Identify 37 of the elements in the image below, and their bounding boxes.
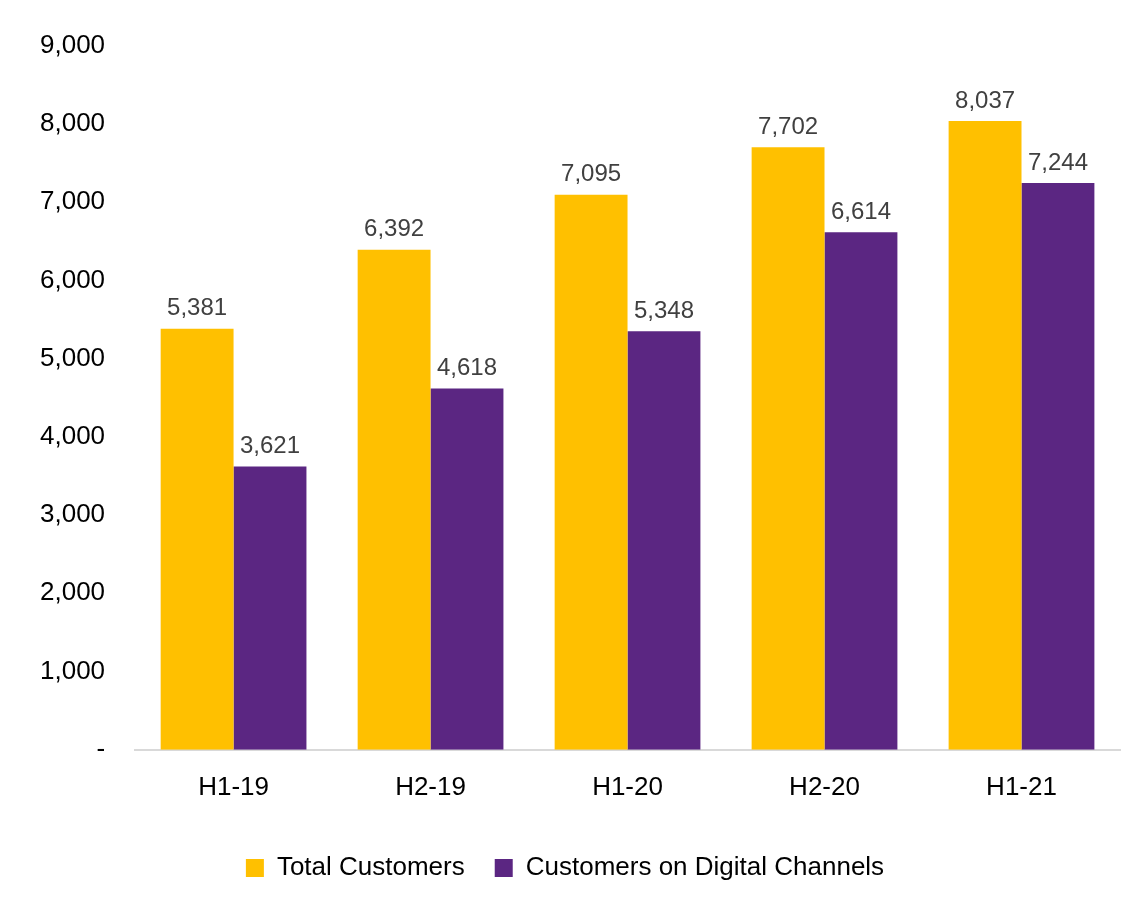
y-tick-label: - [96,732,106,763]
y-tick-label: 6,000 [39,263,106,294]
bar [233,466,307,750]
y-tick-label: 9,000 [39,28,106,59]
x-tick-label: H2-20 [789,770,860,801]
data-label: 6,392 [364,214,425,242]
data-label: 7,095 [561,159,622,187]
y-tick-label: 2,000 [39,576,106,607]
data-label: 5,348 [633,295,695,323]
bar [824,232,898,750]
data-label: 4,618 [436,353,498,381]
y-tick-label: 4,000 [39,419,106,450]
bar [627,331,701,750]
data-label: 7,702 [758,111,819,139]
bar [430,388,504,750]
x-tick-label: H1-20 [592,770,663,801]
bar [160,328,234,750]
data-label: 8,037 [955,85,1016,113]
x-tick-label: H2-19 [395,770,466,801]
y-tick-label: 5,000 [39,341,106,372]
legend-label: Customers on Digital Channels [525,851,885,882]
x-tick-label: H1-21 [986,770,1057,801]
y-tick-label: 3,000 [39,498,106,529]
data-label: 5,381 [167,293,228,321]
data-label: 6,614 [830,196,891,224]
legend-label: Total Customers [276,851,465,882]
data-label: 3,621 [239,431,301,459]
y-tick-label: 1,000 [39,654,106,685]
y-tick-label: 8,000 [39,107,106,138]
bar [751,147,825,750]
data-label: 7,244 [1027,147,1088,175]
bar [357,249,431,750]
bar [554,194,628,750]
bar [948,120,1022,750]
x-tick-label: H1-19 [198,770,269,801]
bar [1021,183,1095,750]
y-tick-label: 7,000 [39,185,106,216]
